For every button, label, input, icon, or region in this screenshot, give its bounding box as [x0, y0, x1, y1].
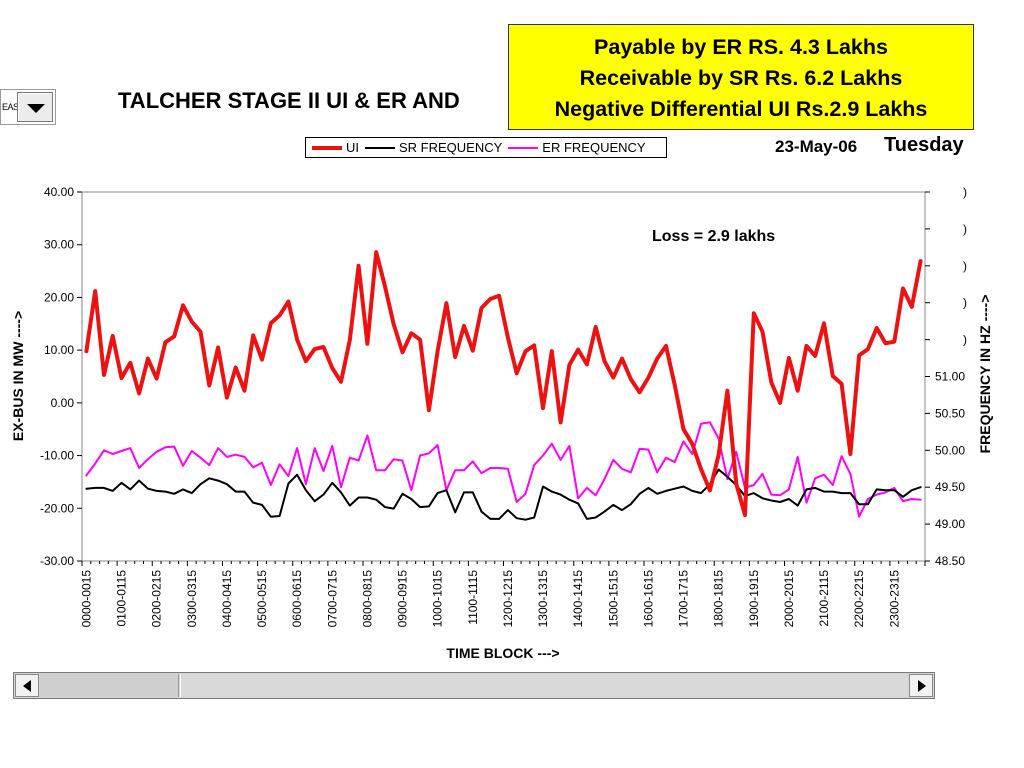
- callout-payable: Payable by ER RS. 4.3 Lakhs: [594, 35, 888, 59]
- scroll-track[interactable]: [180, 674, 908, 697]
- y2-tick-label: 48.50: [935, 554, 965, 568]
- y2-tick-label: 50.00: [935, 443, 965, 457]
- scroll-right-button[interactable]: [909, 674, 933, 697]
- x-tick-label: 1600-1615: [641, 570, 655, 628]
- settlement-callout: Payable by ER RS. 4.3 Lakhs Receivable b…: [508, 24, 974, 130]
- y-tick-label: 40.00: [44, 185, 74, 199]
- y2-tick-clipped: ): [963, 185, 967, 199]
- y-axis-title: EX-BUS IN MW ---->: [10, 311, 26, 441]
- dropdown-text: EAS: [2, 102, 19, 112]
- report-date: 23-May-06: [775, 137, 858, 156]
- y-tick-label: 20.00: [44, 290, 74, 304]
- legend-item-ui: UI: [312, 140, 359, 155]
- scroll-left-button[interactable]: [15, 674, 39, 697]
- series-er-frequency-line: [85, 421, 922, 518]
- x-tick-label: 0400-0415: [220, 570, 234, 628]
- dropdown-button[interactable]: [17, 92, 53, 122]
- y2-tick-clipped: ): [963, 259, 967, 273]
- chart-title: TALCHER STAGE II UI & ER AND: [118, 88, 460, 113]
- x-tick-label: 1200-1215: [501, 570, 515, 628]
- series-sr-frequency-line: [85, 468, 922, 521]
- chart-legend: UI SR FREQUENCY ER FREQUENCY: [305, 137, 667, 158]
- x-tick-label: 1800-1815: [712, 570, 726, 628]
- legend-item-er: ER FREQUENCY: [508, 140, 646, 155]
- callout-differential: Negative Differential UI Rs.2.9 Lakhs: [554, 97, 928, 121]
- loss-annotation: Loss = 2.9 lakhs: [652, 228, 775, 245]
- y2-tick-clipped: ): [963, 296, 967, 310]
- y-tick-label: -30.00: [40, 554, 74, 568]
- x-tick-label: 1500-1515: [606, 570, 620, 628]
- horizontal-scrollbar[interactable]: [13, 672, 935, 699]
- y-tick-label: 10.00: [44, 343, 74, 357]
- series-ui-line: [84, 250, 923, 518]
- legend-swatch-er: [508, 146, 539, 149]
- x-tick-label: 0100-0115: [115, 570, 129, 627]
- x-tick-label: 0000-0015: [79, 570, 93, 628]
- x-tick-label: 1100-1115: [466, 570, 480, 625]
- x-tick-label: 1000-1015: [431, 570, 445, 628]
- legend-swatch-sr: [365, 146, 395, 149]
- legend-label-ui: UI: [346, 140, 359, 155]
- scroll-thumb[interactable]: [40, 674, 179, 697]
- x-tick-label: 1900-1915: [747, 570, 761, 628]
- chevron-down-icon: [27, 104, 45, 113]
- y-tick-label: 0.00: [51, 396, 75, 410]
- x-tick-label: 0500-0515: [255, 570, 269, 628]
- x-axis-title: TIME BLOCK --->: [446, 645, 559, 661]
- x-tick-label: 2300-2315: [887, 570, 901, 628]
- y2-tick-label: 51.00: [935, 370, 965, 384]
- callout-receivable: Receivable by SR Rs. 6.2 Lakhs: [579, 66, 903, 90]
- x-tick-label: 0800-0815: [360, 570, 374, 628]
- y-tick-label: 30.00: [44, 238, 74, 252]
- x-tick-label: 0600-0615: [290, 570, 304, 628]
- legend-swatch-ui: [312, 145, 342, 150]
- y-tick-label: -10.00: [40, 449, 74, 463]
- y2-tick-clipped: ): [963, 222, 967, 236]
- x-tick-label: 0700-0715: [325, 570, 339, 628]
- x-tick-label: 0900-0915: [396, 570, 410, 628]
- x-tick-label: 1400-1415: [571, 570, 585, 628]
- x-tick-label: 2000-2015: [782, 570, 796, 628]
- y2-tick-clipped: ): [963, 333, 967, 347]
- y2-tick-label: 49.50: [935, 480, 965, 494]
- x-tick-label: 1300-1315: [536, 570, 550, 628]
- legend-item-sr: SR FREQUENCY: [365, 140, 502, 155]
- y-tick-label: -20.00: [40, 501, 74, 515]
- scroll-left-icon: [23, 680, 31, 692]
- sheet-dropdown[interactable]: EAS: [0, 89, 56, 125]
- scroll-right-icon: [918, 680, 926, 692]
- x-tick-label: 2100-2115: [817, 570, 831, 627]
- legend-label-er: ER FREQUENCY: [542, 140, 646, 155]
- y2-tick-label: 50.50: [935, 406, 965, 420]
- x-tick-label: 0300-0315: [185, 570, 199, 628]
- y2-tick-label: 49.00: [935, 517, 965, 531]
- report-day: Tuesday: [884, 134, 964, 156]
- x-tick-label: 1700-1715: [677, 570, 691, 628]
- y2-axis-title: FREQUENCY IN HZ ---->: [977, 295, 993, 454]
- x-tick-label: 0200-0215: [150, 570, 164, 628]
- x-tick-label: 2200-2215: [852, 570, 866, 628]
- legend-label-sr: SR FREQUENCY: [399, 140, 503, 155]
